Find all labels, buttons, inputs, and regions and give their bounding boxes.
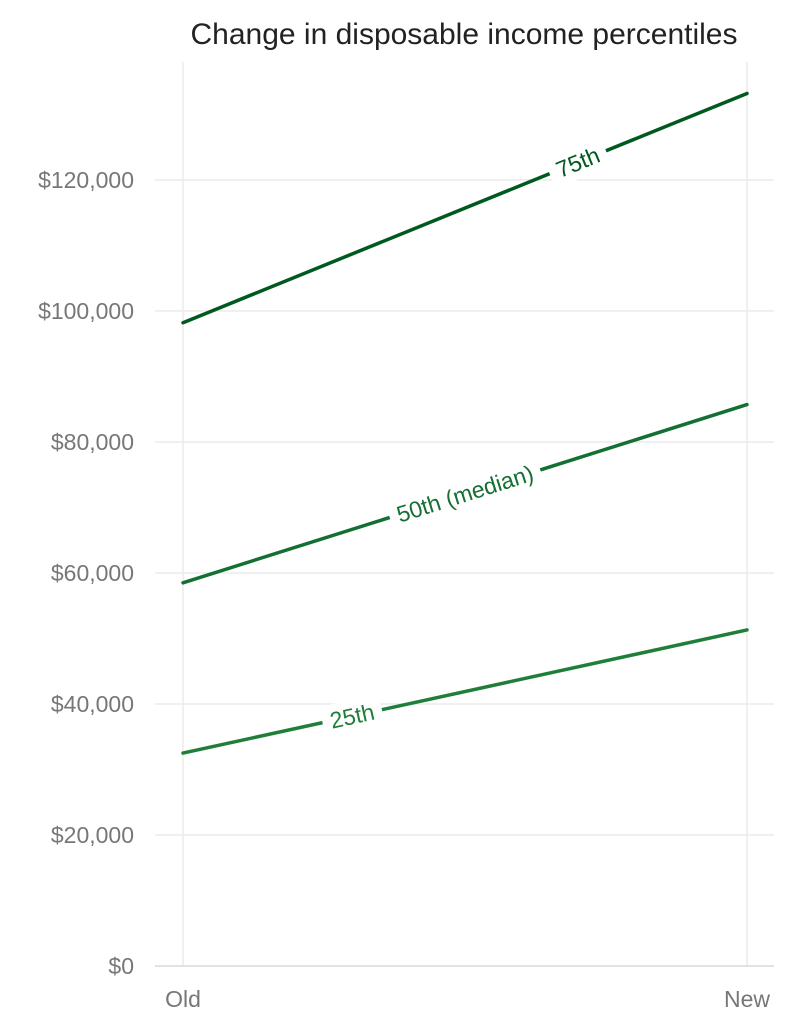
- series-1-label: 25th: [319, 694, 386, 739]
- series-labels: 25th 50th (median) 75th: [319, 135, 612, 739]
- series-3-line: [181, 91, 749, 325]
- x-tick-label-old: Old: [165, 986, 201, 1012]
- series-1-line: [181, 628, 749, 755]
- y-tick-label: $0: [108, 953, 134, 979]
- series-2-label-background: [384, 454, 546, 533]
- chart-title: Change in disposable income percentiles: [190, 18, 737, 51]
- series-3-label: 75th: [543, 135, 612, 189]
- series-3-label-background: [543, 135, 612, 189]
- y-tick-label: $100,000: [38, 298, 134, 324]
- series-1-label-background: [319, 694, 386, 739]
- x-tick-label-new: New: [724, 986, 770, 1012]
- series-2-label: 50th (median): [384, 454, 546, 533]
- axes: $0 $20,000 $40,000 $60,000 $80,000 $100,000 $1…: [38, 167, 774, 1012]
- y-tick-label: $60,000: [51, 560, 134, 586]
- series-lines: [181, 91, 749, 755]
- gridlines: [155, 62, 774, 966]
- y-tick-label: $20,000: [51, 822, 134, 848]
- y-tick-label: $80,000: [51, 429, 134, 455]
- y-tick-label: $120,000: [38, 167, 134, 193]
- y-tick-label: $40,000: [51, 691, 134, 717]
